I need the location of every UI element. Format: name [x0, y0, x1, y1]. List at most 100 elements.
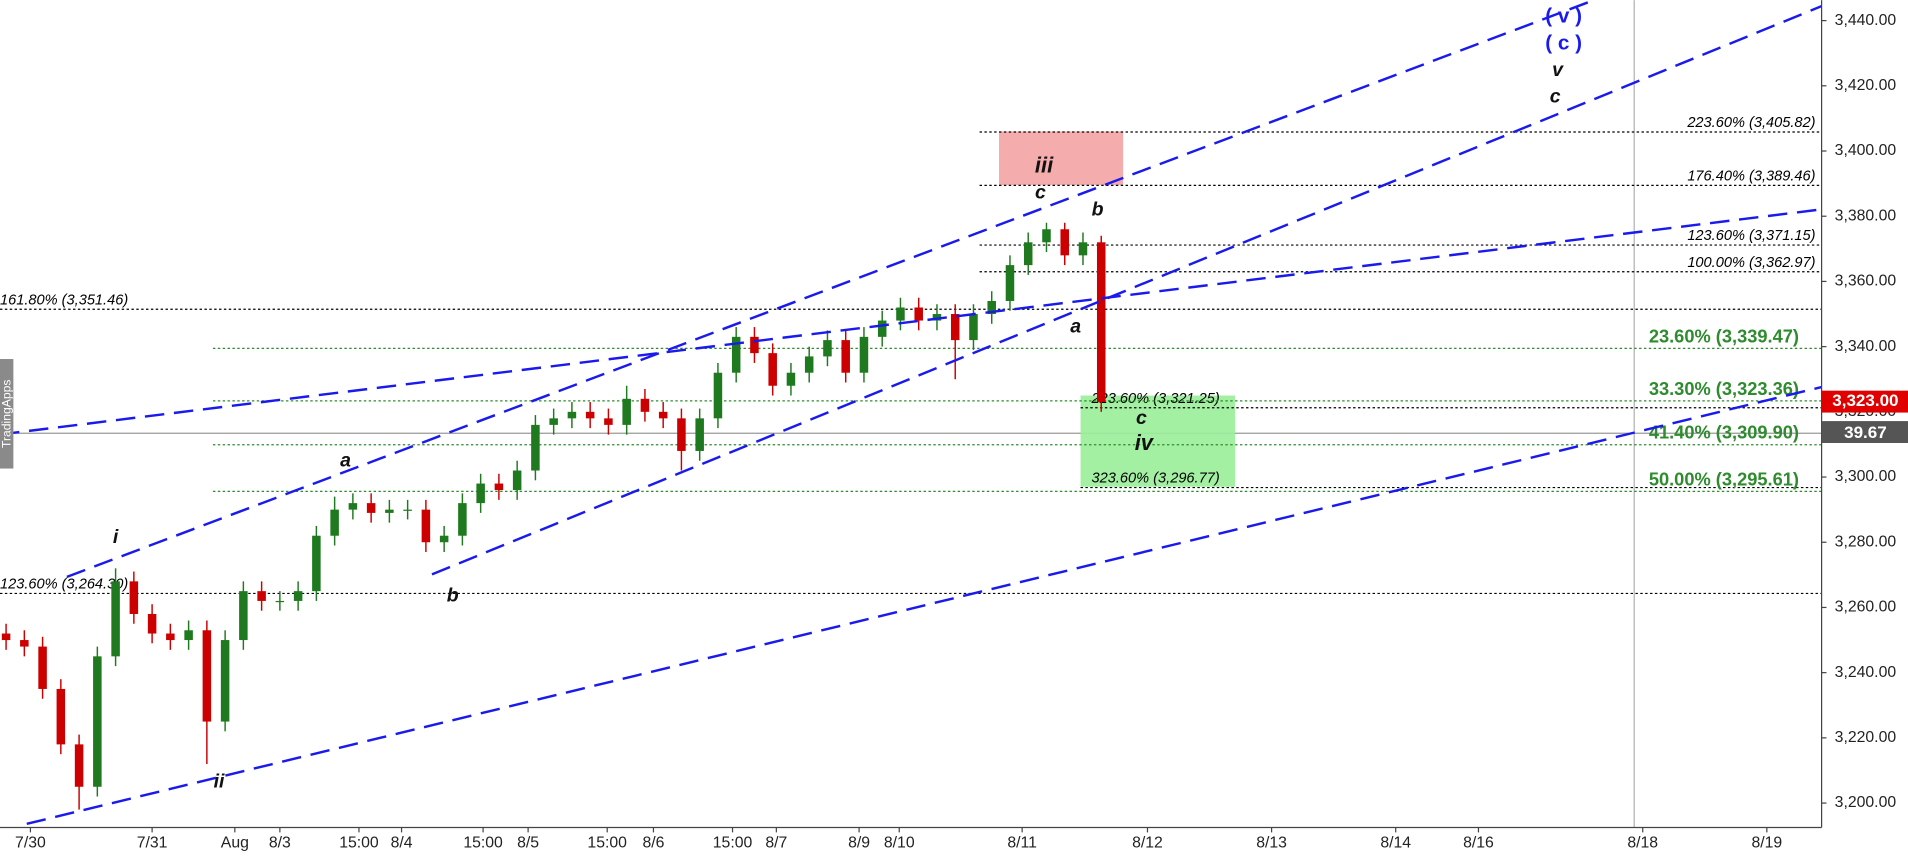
candle-body: [896, 307, 905, 321]
candle-body: [166, 633, 175, 641]
candle-body: [713, 372, 723, 419]
y-tick-label: 3,440.00: [1835, 12, 1897, 29]
candle-body: [476, 483, 485, 504]
x-tick-label: 15:00: [587, 835, 627, 852]
candle-body: [1, 633, 11, 641]
y-tick-label: 3,360.00: [1835, 273, 1897, 290]
countdown-tag: [1821, 421, 1908, 443]
x-tick-label: 8/19: [1751, 835, 1782, 852]
x-tick-label: 8/5: [517, 835, 539, 852]
candles: [1, 222, 1106, 810]
x-tick-label: 8/3: [269, 835, 291, 852]
trendline: [431, 5, 1822, 576]
level-label: 323.60% (3,296.77): [1092, 471, 1220, 487]
y-tick-label: 3,220.00: [1835, 729, 1897, 746]
y-tick-label: 3,400.00: [1835, 142, 1897, 159]
x-tick-label: 8/18: [1627, 835, 1658, 852]
candle-body: [93, 656, 102, 787]
candle-body: [987, 300, 996, 315]
trendline: [26, 385, 1822, 826]
side-tab-label[interactable]: TradingApps: [0, 380, 14, 448]
candle-body: [275, 600, 285, 603]
x-tick-label: 15:00: [339, 835, 379, 852]
trendline: [0, 208, 1822, 436]
y-tick-label: 3,300.00: [1835, 468, 1897, 485]
x-tick-label: 8/11: [1007, 835, 1037, 852]
x-tick-label: 15:00: [463, 835, 503, 852]
wave-label: c: [1136, 407, 1147, 429]
candle-body: [1042, 229, 1051, 243]
candle-body: [348, 503, 358, 510]
y-tick-label: 3,240.00: [1835, 664, 1897, 681]
wave-label-blue: ( v ): [1545, 5, 1582, 28]
candle-body: [695, 418, 704, 451]
wave-label: b: [1092, 199, 1104, 221]
candle-body: [1096, 242, 1106, 403]
wave-label: v: [1552, 59, 1564, 81]
wave-label: i: [113, 526, 119, 548]
x-tick-label: 8/9: [848, 835, 870, 852]
candle-body: [658, 411, 668, 419]
x-tick-label: 8/16: [1463, 835, 1494, 852]
levels: 223.60% (3,405.82) 176.40% (3,389.46) 123.…: [0, 115, 1822, 595]
target-box-green: [1080, 395, 1236, 487]
y-tick-label: 3,380.00: [1835, 207, 1897, 224]
candle-body: [768, 353, 777, 386]
x-tick-label: Aug: [221, 835, 249, 852]
wave-label: a: [1070, 316, 1081, 338]
candle-body: [750, 336, 759, 354]
y-tick-label: 3,260.00: [1835, 599, 1897, 616]
candle-body: [439, 535, 449, 543]
candle-body: [950, 314, 960, 341]
candle-body: [877, 320, 887, 337]
wave-label: iv: [1135, 430, 1155, 455]
level-label: 23.60% (3,339.47): [1649, 325, 1799, 346]
level-label: 41.40% (3,309.90): [1649, 422, 1799, 443]
candle-body: [312, 535, 321, 592]
level-label: 161.80% (3,351.46): [0, 292, 128, 308]
y-tick-label: 3,200.00: [1835, 794, 1897, 811]
x-tick-label: 8/12: [1132, 835, 1163, 852]
candle-body: [1078, 242, 1088, 256]
candle-body: [220, 640, 230, 722]
candle-body: [56, 688, 66, 745]
last-price-label: 3,323.00: [1832, 391, 1898, 410]
candle-body: [531, 424, 540, 471]
candle-body: [549, 418, 558, 425]
candle-body: [567, 411, 577, 419]
x-tick-label: 7/31: [137, 835, 168, 852]
candle-body: [385, 509, 394, 513]
candle-body: [184, 630, 193, 641]
y-tick-label: 3,340.00: [1835, 338, 1897, 355]
level-label: 123.60% (3,371.15): [1687, 228, 1815, 244]
wave-label-blue: ( c ): [1545, 31, 1582, 54]
level-label: 100.00% (3,362.97): [1687, 255, 1815, 271]
trendlines: [0, 0, 1822, 826]
last-price-tag: [1821, 390, 1908, 413]
candle-body: [293, 591, 303, 601]
x-tick-label: 15:00: [713, 835, 753, 852]
candle-body: [239, 591, 248, 641]
candle-body: [1060, 229, 1069, 256]
candle-body: [147, 613, 157, 634]
candle-body: [1005, 265, 1015, 301]
y-tick-label: 3,280.00: [1835, 533, 1897, 550]
candle-body: [494, 483, 504, 491]
candle-body: [622, 398, 631, 425]
side-tab[interactable]: [0, 359, 14, 469]
candle-body: [914, 307, 923, 321]
candle-body: [74, 744, 84, 787]
candle-body: [421, 509, 431, 543]
candle-body: [330, 509, 339, 536]
candle-body: [786, 372, 796, 386]
x-tick-label: 8/6: [642, 835, 664, 852]
wave-label: iii: [1035, 153, 1054, 178]
target-box-red: [999, 131, 1124, 186]
candle-body: [823, 340, 832, 357]
candle-body: [129, 581, 139, 614]
candle-body: [38, 646, 47, 689]
candle-body: [859, 336, 869, 373]
